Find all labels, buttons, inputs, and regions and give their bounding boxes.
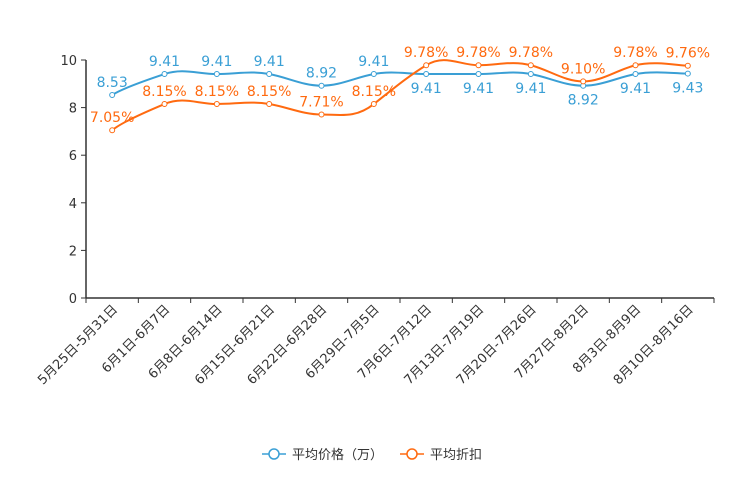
legend-label: 平均价格（万） [292, 447, 383, 463]
data-label: 8.53 [97, 75, 128, 91]
data-point [684, 62, 691, 69]
data-label: 8.15% [195, 84, 239, 100]
data-point [370, 71, 377, 78]
series-line [111, 59, 688, 131]
data-point [318, 82, 325, 89]
series-lines [109, 59, 691, 134]
y-tick-label: 2 [69, 244, 77, 259]
data-label: 9.43 [672, 81, 703, 97]
data-label: 8.15% [142, 84, 186, 100]
y-tick-label: 0 [69, 292, 77, 307]
data-point [266, 71, 273, 78]
data-point [580, 78, 587, 85]
legend-label: 平均折扣 [430, 448, 482, 463]
series-line [111, 70, 688, 96]
data-point [161, 71, 168, 78]
data-label: 8.15% [352, 84, 396, 100]
data-label: 9.78% [509, 45, 553, 61]
data-label: 9.78% [404, 45, 448, 61]
data-label: 9.41 [620, 81, 651, 97]
data-point [475, 62, 482, 69]
data-label: 9.41 [201, 54, 232, 70]
data-label: 7.05% [90, 110, 134, 126]
data-label: 9.10% [561, 61, 605, 77]
data-point [423, 71, 430, 78]
data-point [475, 71, 482, 78]
y-tick-label: 4 [69, 197, 77, 212]
data-label: 8.92 [306, 66, 337, 82]
data-label: 8.15% [247, 84, 291, 100]
data-label: 9.76% [666, 46, 710, 62]
data-point [266, 101, 273, 108]
y-tick-label: 10 [60, 54, 77, 69]
data-point [423, 62, 430, 69]
data-point [109, 91, 116, 98]
legend-item[interactable]: 平均价格（万） [262, 447, 383, 463]
data-point [632, 71, 639, 78]
data-label: 9.41 [463, 81, 494, 97]
data-point [370, 101, 377, 108]
data-point [684, 70, 691, 77]
legend-marker-icon [406, 448, 418, 460]
data-point [213, 101, 220, 108]
data-point [318, 111, 325, 118]
data-label: 9.78% [456, 45, 500, 61]
data-point [632, 62, 639, 69]
data-point [161, 101, 168, 108]
data-label: 8.92 [568, 93, 599, 109]
legend-marker-icon [268, 448, 280, 460]
data-label: 9.41 [358, 54, 389, 70]
data-label: 9.41 [149, 54, 180, 70]
data-label: 9.78% [613, 45, 657, 61]
data-point [527, 71, 534, 78]
data-label: 9.41 [254, 54, 285, 70]
data-labels: 8.53 9.41 9.41 9.41 8.92 9.41 9.41 9.41 9.41 8.92… [90, 45, 710, 126]
legend-item[interactable]: 平均折扣 [400, 448, 482, 463]
data-label: 9.41 [515, 81, 546, 97]
data-point [109, 127, 116, 134]
data-point [213, 71, 220, 78]
data-label: 7.71% [299, 95, 343, 111]
data-label: 9.41 [411, 81, 442, 97]
legend[interactable]: 平均价格（万） 平均折扣 [262, 447, 482, 463]
data-point [527, 62, 534, 69]
y-tick-label: 6 [69, 149, 77, 164]
y-tick-label: 8 [69, 102, 77, 117]
